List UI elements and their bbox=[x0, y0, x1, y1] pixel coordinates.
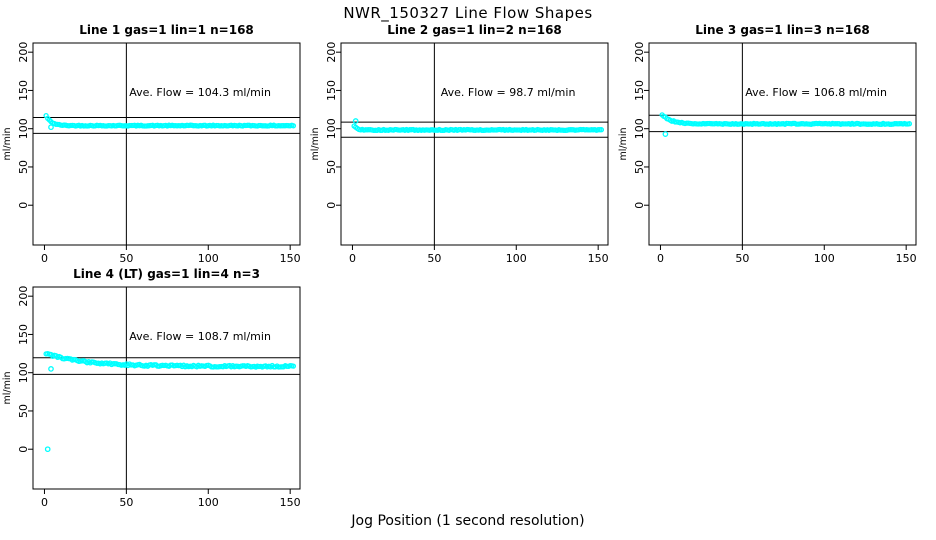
svg-text:100: 100 bbox=[17, 362, 30, 383]
svg-text:50: 50 bbox=[325, 160, 338, 174]
ave-flow-annotation: Ave. Flow = 104.3 ml/min bbox=[129, 86, 271, 99]
data-points bbox=[43, 351, 297, 453]
panel-line-4: Line 4 (LT) gas=1 lin=4 n=3 0 50 100 150 0 50 1… bbox=[0, 264, 312, 514]
svg-text:0: 0 bbox=[657, 252, 664, 265]
data-points bbox=[43, 112, 297, 131]
y-axis: 0 50 100 150 200 ml/min bbox=[618, 42, 649, 209]
svg-text:0: 0 bbox=[17, 202, 30, 209]
svg-text:100: 100 bbox=[506, 252, 527, 265]
svg-text:50: 50 bbox=[119, 252, 133, 265]
svg-text:150: 150 bbox=[633, 80, 646, 101]
svg-text:100: 100 bbox=[198, 496, 219, 509]
y-axis: 0 50 100 150 200 ml/min bbox=[2, 42, 33, 209]
reference-lines bbox=[341, 43, 608, 245]
y-axis-title: ml/min bbox=[2, 127, 13, 160]
svg-text:150: 150 bbox=[280, 496, 301, 509]
svg-text:200: 200 bbox=[325, 42, 338, 63]
svg-text:50: 50 bbox=[633, 160, 646, 174]
line-2-chart: Line 2 gas=1 lin=2 n=168 0 50 100 150 0 50 100 1… bbox=[310, 23, 609, 265]
y-axis: 0 50 100 150 200 ml/min bbox=[2, 286, 33, 453]
y-axis-title: ml/min bbox=[310, 127, 321, 160]
reference-lines bbox=[649, 43, 916, 245]
svg-text:150: 150 bbox=[17, 324, 30, 345]
svg-text:200: 200 bbox=[633, 42, 646, 63]
svg-text:0: 0 bbox=[325, 202, 338, 209]
svg-text:100: 100 bbox=[17, 118, 30, 139]
svg-text:200: 200 bbox=[17, 286, 30, 307]
plot-box bbox=[32, 42, 301, 246]
svg-text:0: 0 bbox=[349, 252, 356, 265]
reference-lines bbox=[33, 43, 300, 245]
y-axis: 0 50 100 150 200 ml/min bbox=[310, 42, 341, 209]
line-4-chart: Line 4 (LT) gas=1 lin=4 n=3 0 50 100 150 0 50 1… bbox=[2, 267, 301, 509]
svg-text:50: 50 bbox=[17, 160, 30, 174]
svg-text:100: 100 bbox=[325, 118, 338, 139]
svg-text:50: 50 bbox=[427, 252, 441, 265]
svg-text:50: 50 bbox=[735, 252, 749, 265]
line-1-chart: Line 1 gas=1 lin=1 n=168 0 50 100 150 0 50 100 1… bbox=[2, 23, 301, 265]
panel-title: Line 1 gas=1 lin=1 n=168 bbox=[79, 23, 254, 37]
panel-title: Line 3 gas=1 lin=3 n=168 bbox=[695, 23, 870, 37]
svg-text:50: 50 bbox=[119, 496, 133, 509]
svg-text:150: 150 bbox=[588, 252, 609, 265]
x-axis: 0 50 100 150 bbox=[41, 245, 301, 265]
svg-text:150: 150 bbox=[280, 252, 301, 265]
y-axis-title: ml/min bbox=[618, 127, 629, 160]
panel-title: Line 2 gas=1 lin=2 n=168 bbox=[387, 23, 562, 37]
svg-text:100: 100 bbox=[633, 118, 646, 139]
data-points bbox=[659, 112, 913, 137]
data-points bbox=[351, 118, 605, 134]
svg-text:50: 50 bbox=[17, 404, 30, 418]
x-axis: 0 50 100 150 bbox=[657, 245, 917, 265]
svg-text:0: 0 bbox=[41, 496, 48, 509]
panel-line-1: Line 1 gas=1 lin=1 n=168 0 50 100 150 0 50 100 1… bbox=[0, 20, 312, 270]
svg-text:200: 200 bbox=[17, 42, 30, 63]
ave-flow-annotation: Ave. Flow = 108.7 ml/min bbox=[129, 330, 271, 343]
svg-text:150: 150 bbox=[17, 80, 30, 101]
y-axis-title: ml/min bbox=[2, 371, 13, 404]
ave-flow-annotation: Ave. Flow = 106.8 ml/min bbox=[745, 86, 887, 99]
plot-box bbox=[340, 42, 609, 246]
figure-title: NWR_150327 Line Flow Shapes bbox=[343, 4, 593, 22]
svg-text:150: 150 bbox=[325, 80, 338, 101]
svg-text:150: 150 bbox=[896, 252, 917, 265]
plot-box bbox=[32, 286, 301, 490]
plot-box bbox=[648, 42, 917, 246]
x-axis-label: Jog Position (1 second resolution) bbox=[351, 513, 585, 529]
svg-text:0: 0 bbox=[17, 446, 30, 453]
x-axis: 0 50 100 150 bbox=[349, 245, 609, 265]
svg-text:100: 100 bbox=[814, 252, 835, 265]
panel-line-2: Line 2 gas=1 lin=2 n=168 0 50 100 150 0 50 100 1… bbox=[308, 20, 620, 270]
svg-text:100: 100 bbox=[198, 252, 219, 265]
ave-flow-annotation: Ave. Flow = 98.7 ml/min bbox=[441, 86, 576, 99]
panel-title: Line 4 (LT) gas=1 lin=4 n=3 bbox=[73, 267, 260, 281]
svg-text:0: 0 bbox=[41, 252, 48, 265]
panel-line-3: Line 3 gas=1 lin=3 n=168 0 50 100 150 0 50 100 1… bbox=[616, 20, 928, 270]
x-axis: 0 50 100 150 bbox=[41, 489, 301, 509]
line-3-chart: Line 3 gas=1 lin=3 n=168 0 50 100 150 0 50 100 1… bbox=[618, 23, 917, 265]
reference-lines bbox=[33, 287, 300, 489]
svg-text:0: 0 bbox=[633, 202, 646, 209]
